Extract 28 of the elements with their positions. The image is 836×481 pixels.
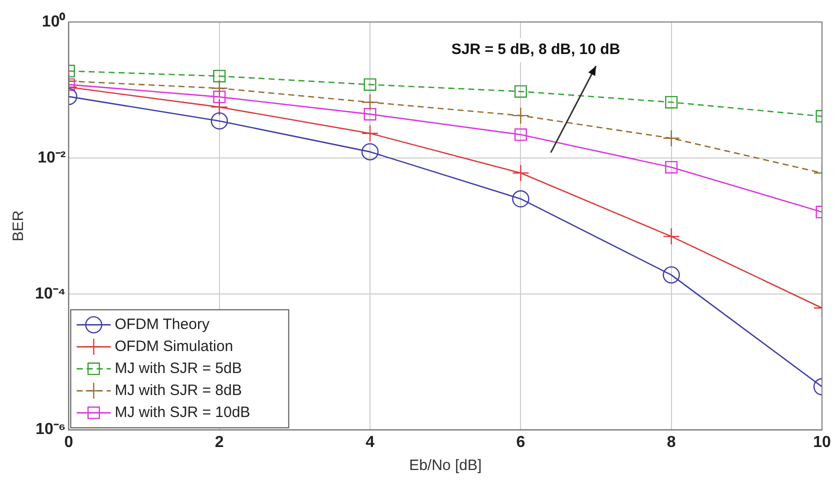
y-tick-label: 10⁰ [42, 12, 66, 30]
x-tick-label: 8 [666, 434, 676, 451]
point [361, 124, 379, 142]
y-tick-label: 10⁻² [38, 149, 66, 166]
legend-label: OFDM Simulation [114, 338, 234, 355]
x-tick-label: 6 [516, 434, 526, 451]
point [514, 85, 527, 98]
y-tick-label: 10⁻⁶ [36, 421, 66, 438]
point [364, 108, 376, 120]
x-tick-label: 10 [813, 434, 831, 451]
x-tick-label: 2 [214, 434, 224, 451]
legend-label: MJ with SJR = 10dB [114, 404, 250, 421]
annotation: SJR = 5 dB, 8 dB, 10 dB [451, 41, 620, 58]
x-tick-label: 4 [366, 434, 375, 451]
x-axis-title: Eb/No [dB] [409, 457, 482, 474]
x-tick-label: 0 [64, 434, 74, 451]
legend-label: MJ with SJR = 5dB [114, 360, 242, 377]
legend-label: OFDM Theory [114, 316, 210, 333]
point [512, 164, 530, 182]
point [361, 94, 379, 111]
point [512, 106, 530, 124]
y-tick-label: 10⁻⁴ [34, 285, 66, 302]
point [512, 190, 530, 208]
point [364, 78, 376, 91]
legend-label: MJ with SJR = 8dB [114, 382, 242, 399]
point [514, 128, 527, 141]
point [361, 143, 379, 160]
y-axis-title: BER [10, 210, 28, 242]
